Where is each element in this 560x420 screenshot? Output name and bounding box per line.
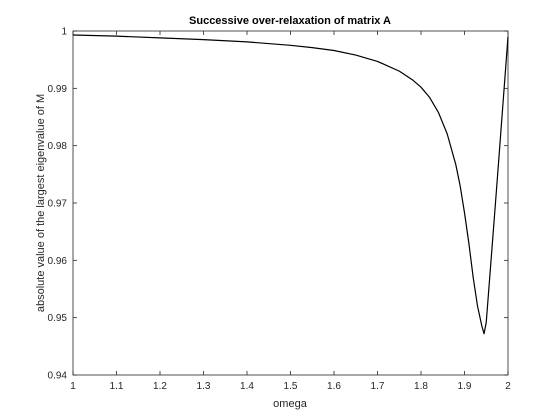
x-tick-label: 1.8 [414, 381, 428, 392]
x-tick-label: 1.6 [327, 381, 341, 392]
x-tick-label: 2 [505, 381, 511, 392]
x-tick-label: 1.5 [284, 381, 298, 392]
y-tick-label: 0.96 [48, 256, 68, 267]
y-tick-label: 0.99 [48, 84, 68, 95]
x-axis-label: omega [273, 398, 308, 410]
series-line [72, 34, 509, 335]
x-tick-label: 1 [70, 381, 76, 392]
x-tick-label: 1.1 [110, 381, 124, 392]
series-group [72, 34, 509, 335]
x-tick-label: 1.4 [240, 381, 254, 392]
x-tick-label: 1.3 [197, 381, 211, 392]
x-tick-label: 1.2 [153, 381, 167, 392]
y-tick-label: 0.95 [48, 313, 68, 324]
y-tick-label: 1 [61, 27, 67, 38]
y-axis-label: absolute value of the largest eigenvalue… [35, 94, 47, 312]
y-tick-label: 0.97 [48, 199, 68, 210]
x-tick-label: 1.9 [458, 381, 472, 392]
y-tick-label: 0.94 [48, 371, 68, 382]
plot-area [72, 30, 509, 376]
y-tick-label: 0.98 [48, 141, 68, 152]
x-tick-label: 1.7 [371, 381, 385, 392]
chart-title: Successive over-relaxation of matrix A [189, 15, 391, 27]
tick-labels-group: 1 1.1 1.2 1.3 1.4 1.5 1.6 1.7 1.8 1.9 2 0.94 0.95 0.9… [48, 27, 512, 393]
ticks-group [72, 30, 509, 376]
